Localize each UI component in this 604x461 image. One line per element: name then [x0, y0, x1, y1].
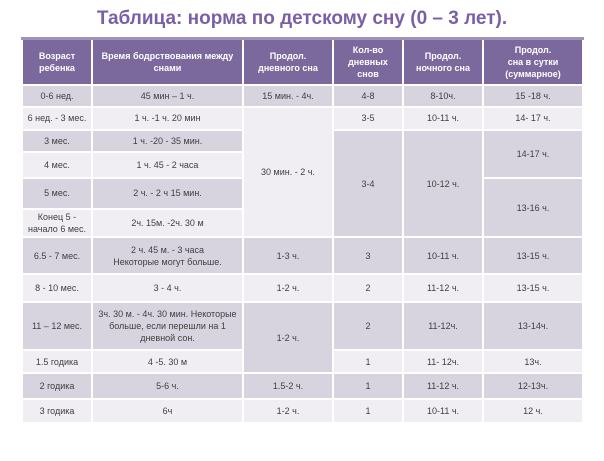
cell-night-sleep: 10-11 ч.: [402, 106, 484, 131]
table-row: 1.5 годика 4 -5. 30 м 1 11- 12ч. 13ч.: [21, 349, 584, 375]
table-row: 6 нед. - 3 мес. 1 ч. -1 ч. 20 мин 30 мин…: [21, 105, 584, 239]
cell-night-sleep: 11-12ч.: [402, 301, 484, 352]
header-naps-count: Кол-во дневных снов: [332, 37, 404, 86]
cell-age: Конец 5 - начало 6 мес.: [21, 207, 93, 239]
cell-naps-count: 4-8: [332, 84, 404, 108]
cell-naps-count: 1: [332, 398, 404, 425]
cell-naps-count: 2: [332, 273, 404, 304]
cell-total-sleep: 14-17 ч.: [482, 129, 584, 179]
cell-wake-time: 2 ч. - 2 ч 15 мин.: [91, 177, 244, 210]
cell-night-sleep: 10-11 ч.: [402, 398, 484, 425]
cell-age: 11 – 12 мес.: [21, 301, 93, 352]
cell-age: 0-6 нед.: [21, 84, 93, 108]
cell-total-sleep: 14- 17 ч.: [482, 106, 584, 131]
cell-night-sleep: 8-10ч.: [402, 84, 484, 108]
cell-naps-count: 1: [332, 349, 404, 375]
cell-naps-count: 3: [332, 236, 404, 276]
cell-night-sleep: 10-11 ч.: [402, 236, 484, 276]
cell-wake-time: 4 -5. 30 м: [91, 349, 244, 375]
cell-wake-time: 5-6 ч.: [91, 372, 244, 401]
cell-naps-count: 3-5: [332, 106, 404, 131]
cell-night-sleep: 11-12 ч.: [402, 372, 484, 401]
cell-night-sleep: 11-12 ч.: [402, 273, 484, 304]
cell-wake-time: 3 - 4 ч.: [91, 273, 244, 304]
cell-naps-count: 3-4: [332, 128, 404, 239]
cell-wake-time: 6ч: [91, 398, 244, 425]
cell-age: 8 - 10 мес.: [21, 273, 93, 304]
cell-naps-count: 1: [332, 372, 404, 401]
cell-wake-time: 2 ч. 45 м. - 3 часа Некоторые могут боль…: [91, 236, 244, 276]
cell-night-sleep: 10-12 ч.: [402, 128, 484, 239]
cell-wake-time: 1 ч. -1 ч. 20 мин: [91, 106, 244, 131]
cell-day-sleep: 1-2 ч.: [242, 273, 334, 304]
cell-total-sleep: 12-13ч.: [482, 372, 584, 401]
cell-age: 6 нед. - 3 мес.: [21, 106, 93, 131]
cell-age: 4 мес.: [21, 151, 93, 179]
table-row: 5 мес. 2 ч. - 2 ч 15 мин. 13-16 ч.: [21, 176, 584, 239]
cell-age: 2 годика: [21, 372, 93, 401]
cell-naps-count: 2: [332, 301, 404, 352]
header-night-sleep-duration: Продол. ночного сна: [402, 37, 484, 86]
header-total-sleep: Продол. сна в сутки (суммарное): [482, 37, 584, 86]
cell-age: 1.5 годика: [21, 349, 93, 375]
cell-wake-time: 3ч. 30 м. - 4ч. 30 мин. Некоторые больше…: [91, 301, 244, 352]
cell-age: 6.5 - 7 мес.: [21, 236, 93, 276]
header-row: Возраст ребенка Время бодрствования межд…: [21, 37, 584, 86]
table-row: 3 мес. 1 ч. -20 - 35 мин. 3-4 10-12 ч. 1…: [21, 128, 584, 239]
cell-age: 5 мес.: [21, 177, 93, 210]
sleep-norms-table: Возраст ребенка Время бодрствования межд…: [21, 37, 584, 425]
table-row: 6.5 - 7 мес. 2 ч. 45 м. - 3 часа Некотор…: [21, 236, 584, 276]
cell-total-sleep: 13-15 ч.: [482, 273, 584, 304]
cell-wake-time: 45 мин – 1 ч.: [91, 84, 244, 108]
cell-total-sleep: 13-14ч.: [482, 301, 584, 352]
table-row: 8 - 10 мес. 3 - 4 ч. 1-2 ч. 2 11-12 ч. 1…: [21, 273, 584, 304]
header-wake-time: Время бодрствования между снами: [91, 37, 244, 86]
cell-day-sleep: 1-2 ч.: [242, 398, 334, 425]
table-row: 2 годика 5-6 ч. 1.5-2 ч. 1 11-12 ч. 12-1…: [21, 372, 584, 401]
cell-age: 3 годика: [21, 398, 93, 425]
cell-wake-time: 1 ч. -20 - 35 мин.: [91, 129, 244, 153]
table-row: 3 годика 6ч 1-2 ч. 1 10-11 ч. 12 ч.: [21, 398, 584, 425]
cell-day-sleep: 30 мин. - 2 ч.: [242, 105, 334, 239]
cell-total-sleep: 13ч.: [482, 349, 584, 375]
cell-wake-time: 1 ч. 45 - 2 часа: [91, 151, 244, 179]
cell-age: 3 мес.: [21, 129, 93, 153]
cell-wake-time: 2ч. 15м. -2ч. 30 м: [91, 207, 244, 239]
table-row: 11 – 12 мес. 3ч. 30 м. - 4ч. 30 мин. Нек…: [21, 301, 584, 375]
table-row: 4 мес. 1 ч. 45 - 2 часа: [21, 151, 583, 179]
header-age: Возраст ребенка: [21, 37, 93, 86]
page-title: Таблица: норма по детскому сну (0 – 3 ле…: [96, 8, 508, 29]
cell-day-sleep: 15 мин. - 4ч.: [242, 84, 334, 108]
cell-total-sleep: 12 ч.: [482, 398, 584, 425]
cell-total-sleep: 13-15 ч.: [482, 236, 584, 276]
cell-total-sleep: 13-16 ч.: [482, 176, 584, 239]
cell-total-sleep: 15 -18 ч.: [482, 84, 584, 108]
table-row: 0-6 нед. 45 мин – 1 ч. 15 мин. - 4ч. 4-8…: [21, 84, 584, 108]
header-day-sleep-duration: Продол. дневного сна: [242, 37, 334, 86]
cell-day-sleep: 1-2 ч.: [242, 301, 334, 375]
cell-night-sleep: 11- 12ч.: [402, 349, 484, 375]
cell-day-sleep: 1-3 ч.: [242, 236, 334, 276]
cell-day-sleep: 1.5-2 ч.: [242, 372, 334, 401]
table-row: Конец 5 - начало 6 мес. 2ч. 15м. -2ч. 30…: [21, 207, 583, 239]
